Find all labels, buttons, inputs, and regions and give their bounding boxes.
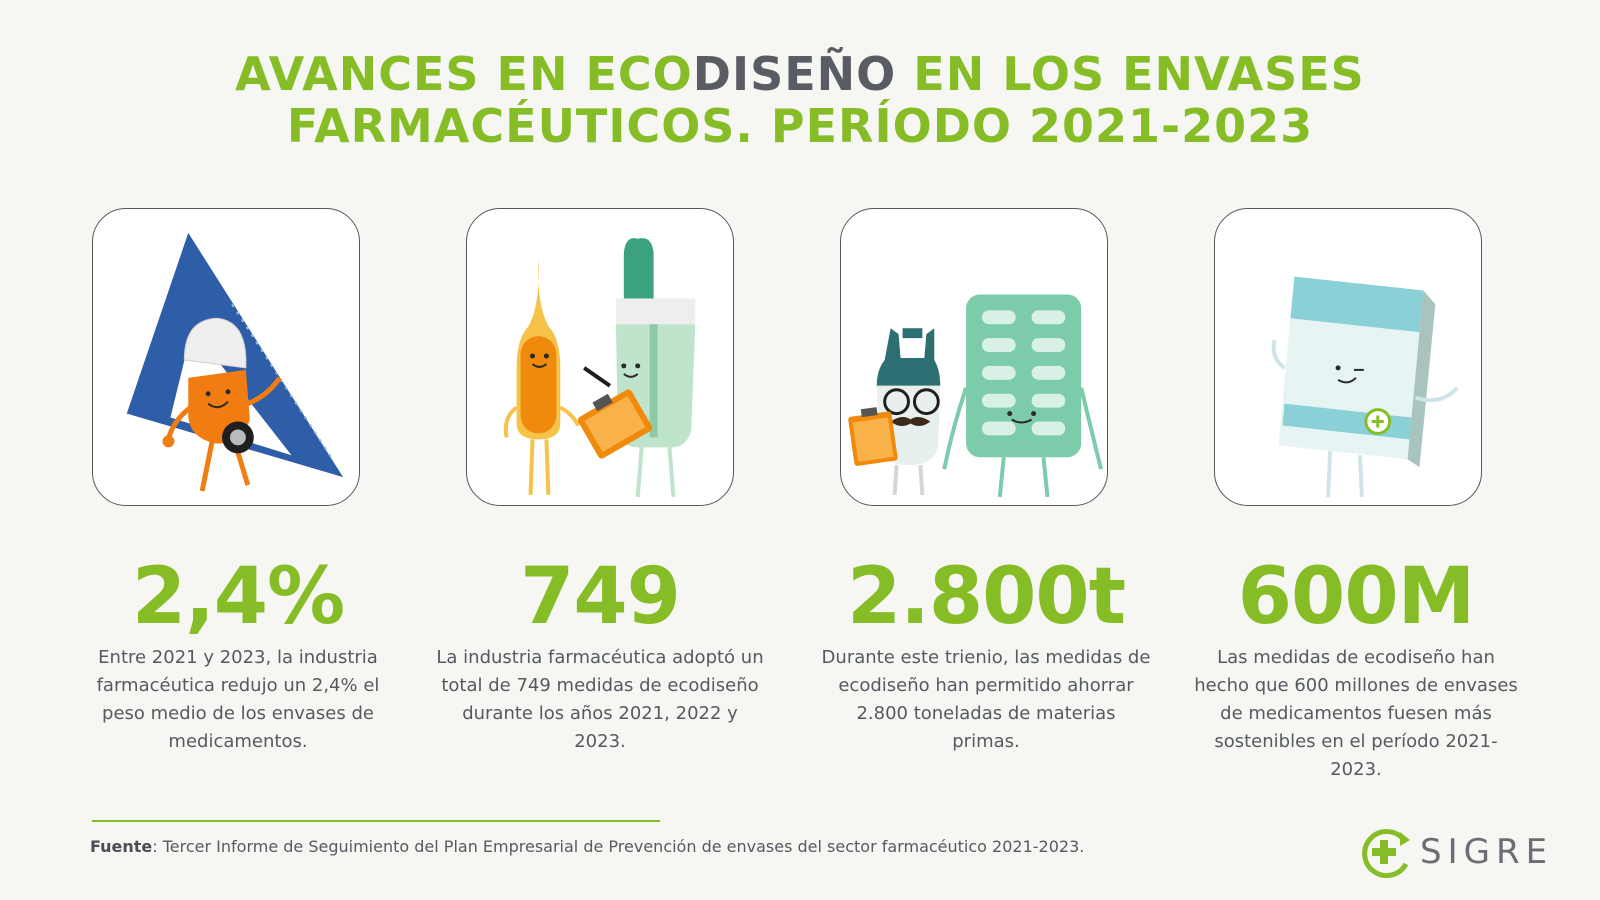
source-note: Fuente: Tercer Informe de Seguimiento de…: [90, 837, 1084, 856]
stat-value-4: 600M: [1237, 552, 1475, 642]
title-line-2: FARMACÉUTICOS. PERÍODO 2021-2023: [286, 99, 1314, 153]
title-part-3: EN LOS ENVASES: [896, 47, 1365, 101]
sigre-cross-icon: [1362, 829, 1410, 878]
illustration-card-4: [1214, 208, 1482, 506]
stat-description-3: Durante este trienio, las medidas de eco…: [821, 647, 1151, 752]
footer-divider: [92, 820, 660, 822]
medicine-box-character-icon: [1271, 276, 1459, 498]
dropper-and-blister-characters-icon: [848, 294, 1103, 498]
source-label: Fuente: [90, 837, 153, 856]
title-accent-word: DISEÑO: [692, 47, 897, 101]
stat-description-2: La industria farmacéutica adoptó un tota…: [436, 647, 764, 752]
stat-value-1: 2,4%: [131, 552, 345, 642]
stat-value-2: 749: [520, 552, 681, 642]
triangle-ruler-character-icon: [126, 232, 344, 492]
illustration-card-1: [92, 208, 360, 506]
stat-value-3: 2.800t: [846, 552, 1126, 642]
sigre-logo-text: SIGRE: [1420, 832, 1554, 872]
stat-description-4: Las medidas de ecodiseño han hecho que 6…: [1194, 647, 1518, 780]
stat-description-1: Entre 2021 y 2023, la industria farmacéu…: [96, 647, 380, 752]
source-text: : Tercer Informe de Seguimiento del Plan…: [152, 837, 1085, 856]
sigre-logo: SIGRE: [1356, 826, 1566, 878]
illustration-card-3: [840, 208, 1108, 506]
illustration-card-2: [466, 208, 734, 506]
ampoule-and-bottle-characters-icon: [503, 238, 696, 498]
title-part-1: AVANCES EN ECO: [235, 47, 693, 101]
page-title: AVANCES EN ECODISEÑO EN LOS ENVASES FARM…: [0, 48, 1600, 152]
